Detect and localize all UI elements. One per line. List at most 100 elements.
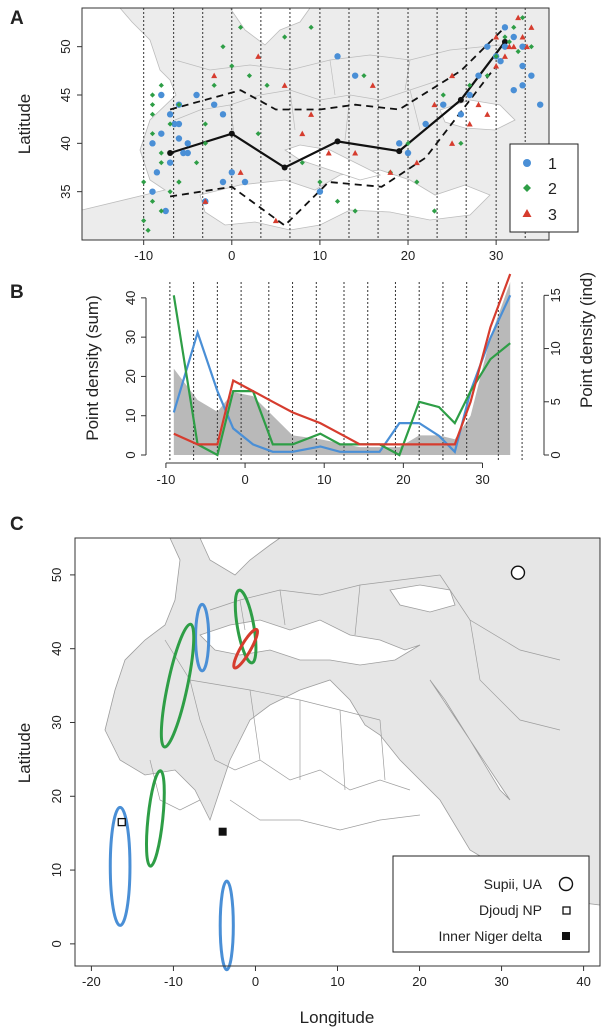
panel-a-mean-route-point <box>281 164 288 171</box>
site-marker-djoudj <box>117 817 126 827</box>
point-series-2 <box>458 140 464 146</box>
legend-marker-series-3 <box>522 209 532 217</box>
panel-a-x-tick-label: 0 <box>228 248 235 263</box>
point-series-1 <box>404 149 412 157</box>
panel-c-ellipse <box>232 627 259 670</box>
panel-c-ellipse <box>218 879 235 972</box>
legend-marker-series-1 <box>523 159 531 167</box>
panel-c-x-tick-label: 30 <box>494 974 508 989</box>
point-series-2 <box>149 92 156 98</box>
point-series-2 <box>149 111 156 117</box>
point-series-1 <box>219 178 227 186</box>
point-series-1 <box>153 169 161 176</box>
panel-c-ellipse <box>233 588 258 665</box>
point-series-2 <box>493 53 499 59</box>
panel-c-ellipse <box>108 805 132 927</box>
point-series-1 <box>158 130 165 137</box>
point-series-1 <box>166 159 174 166</box>
panel-b-series <box>172 273 512 457</box>
point-series-2 <box>246 73 253 79</box>
panel-a-x-tick-label: -10 <box>134 248 153 263</box>
panel-a-y-tick-label: 40 <box>58 136 73 150</box>
panel-c-y-tick-label: 20 <box>49 789 64 803</box>
point-series-3 <box>369 82 376 88</box>
point-series-2 <box>167 121 173 127</box>
panel-a-y-tick-label: 50 <box>58 39 73 53</box>
point-series-3 <box>493 34 500 40</box>
panel-b-left-tick-label: 40 <box>123 291 138 305</box>
panel-a-lower-bound-line <box>169 65 497 227</box>
point-series-1 <box>528 72 535 79</box>
point-series-1 <box>501 43 509 50</box>
point-series-2 <box>431 208 438 214</box>
point-series-3 <box>510 43 517 50</box>
point-series-2 <box>158 208 164 214</box>
panel-c-x-tick-label: 40 <box>576 974 590 989</box>
point-series-2 <box>141 218 147 224</box>
panel-c-y-tick-label: 50 <box>49 568 64 582</box>
panel-b-x-tick-label: 10 <box>317 472 331 487</box>
panel-c-map <box>75 537 601 966</box>
point-series-1 <box>501 24 509 31</box>
point-series-1 <box>519 62 526 70</box>
legend-label-series-3: 3 <box>548 207 557 224</box>
panel-c-ellipse <box>159 622 196 749</box>
panel-c-y-tick-label: 40 <box>49 641 64 655</box>
point-series-2 <box>141 179 147 185</box>
panel-a-mean-route-point <box>396 148 403 155</box>
point-series-2 <box>193 160 200 166</box>
panel-c-ylabel: Latitude <box>15 723 34 784</box>
panel-c: -20 -10 0 10 20 30 40 0 10 20 30 40 50 Latitude Long… <box>15 537 601 1027</box>
panel-c-x-tick-label: -20 <box>82 974 101 989</box>
panel-b-right-tick-label: 15 <box>548 288 563 302</box>
point-series-2 <box>158 160 164 166</box>
panel-c-ellipses <box>108 588 259 972</box>
panel-b-x-tick-label: 30 <box>475 472 489 487</box>
panel-a-x-tick-label: 20 <box>401 248 415 263</box>
panel-b-axes: -10 0 10 20 30 0 10 20 30 40 0 5 10 15 <box>123 288 563 487</box>
point-series-2 <box>361 73 367 79</box>
panel-a-map <box>81 7 549 240</box>
panel-a-x-tick-label: 30 <box>489 248 503 263</box>
panel-b-sum-area-fill <box>173 282 511 455</box>
point-series-3 <box>352 150 359 156</box>
panel-c-axes: -20 -10 0 10 20 30 40 0 10 20 30 40 50 <box>49 568 591 989</box>
point-series-3 <box>466 121 473 127</box>
panel-a-frame <box>81 7 550 241</box>
point-series-2 <box>317 179 323 185</box>
point-series-3 <box>431 101 438 108</box>
site-marker-supii <box>510 565 526 580</box>
point-series-1 <box>171 120 178 128</box>
panel-a-y-tick-label: 45 <box>58 88 73 102</box>
legend-marker-supii <box>558 876 574 892</box>
point-series-2 <box>440 92 446 98</box>
point-series-3 <box>501 53 508 59</box>
point-series-3 <box>506 43 513 50</box>
point-series-3 <box>272 217 279 224</box>
point-series-3 <box>387 169 394 175</box>
point-series-3 <box>449 72 456 79</box>
point-series-2 <box>282 34 288 40</box>
panel-a-adriatic <box>284 144 382 181</box>
point-series-3 <box>413 159 420 166</box>
point-series-1 <box>241 178 249 186</box>
panel-b-right-tick-label: 10 <box>548 341 563 355</box>
panel-a-atlantic <box>81 7 177 211</box>
point-series-2 <box>202 121 208 127</box>
point-series-1 <box>475 72 482 79</box>
point-series-1 <box>510 33 517 41</box>
panel-c-ellipse <box>144 769 166 868</box>
legend-marker-djoudj <box>562 906 571 915</box>
point-series-2 <box>202 140 208 146</box>
point-series-2 <box>405 140 411 146</box>
point-series-1 <box>316 188 324 195</box>
panel-a-legend: 1 2 3 <box>509 143 579 233</box>
point-series-2 <box>352 208 358 214</box>
panel-c-ellipse <box>194 602 211 673</box>
legend-marker-inner-niger-delta <box>562 932 570 940</box>
point-series-1 <box>184 149 191 157</box>
panel-c-legend: Supii, UA Djoudj NP Inner Niger delta <box>392 855 590 953</box>
point-series-2 <box>149 131 156 137</box>
panel-b-sum-area <box>173 282 511 455</box>
legend-label-supii: Supii, UA <box>484 876 543 892</box>
